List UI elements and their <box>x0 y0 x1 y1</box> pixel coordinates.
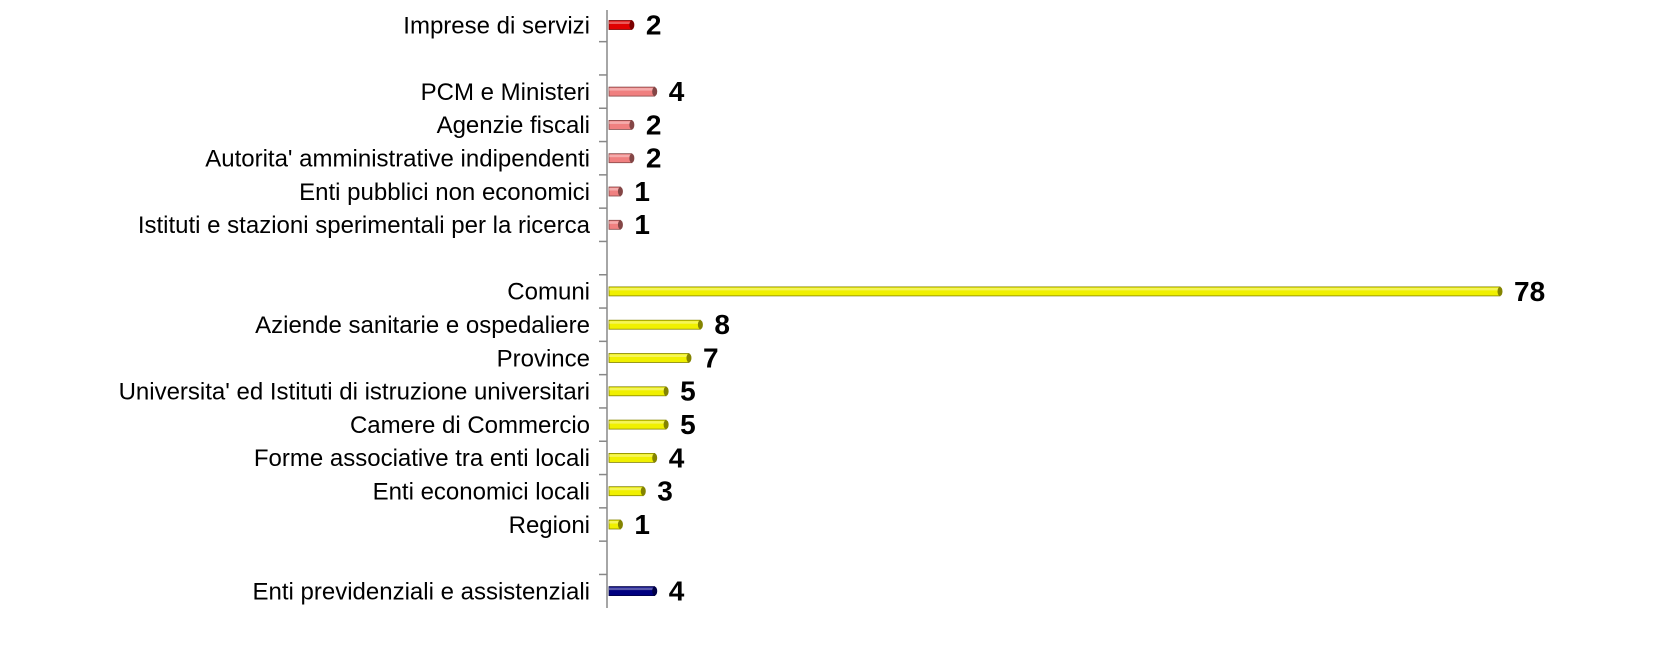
value-label: 4 <box>669 575 685 606</box>
value-label: 1 <box>634 509 650 540</box>
bar-cap <box>629 120 635 130</box>
bar-highlight <box>609 88 655 91</box>
category-label: Enti economici locali <box>373 479 590 506</box>
bar-highlight <box>609 521 621 524</box>
category-label: Istituti e stazioni sperimentali per la … <box>138 212 591 239</box>
bar-highlight <box>609 587 655 591</box>
value-label: 3 <box>657 476 673 507</box>
bar-cap <box>663 386 669 396</box>
category-label: Forme associative tra enti locali <box>254 445 590 472</box>
value-label: 5 <box>680 376 696 407</box>
value-label: 4 <box>669 76 685 107</box>
bar-highlight <box>609 121 632 124</box>
value-label: 1 <box>634 209 650 240</box>
bar-cap <box>1497 286 1503 296</box>
category-label: Aziende sanitarie e ospedaliere <box>255 312 590 339</box>
category-label: Universita' ed Istituti di istruzione un… <box>119 379 590 406</box>
bar-highlight <box>609 321 701 324</box>
category-label: Enti pubblici non economici <box>299 179 590 206</box>
bar-highlight <box>609 188 621 191</box>
bar-highlight <box>609 21 632 24</box>
value-label: 4 <box>669 442 685 473</box>
bar-cap <box>629 153 635 163</box>
bar-highlight <box>609 287 1500 291</box>
bar-cap <box>617 187 623 196</box>
bar-cap <box>617 220 623 230</box>
bar-highlight <box>609 421 667 424</box>
bar-cap <box>629 20 635 30</box>
category-label: Enti previdenziali e assistenziali <box>253 578 591 605</box>
value-label: 2 <box>646 109 662 140</box>
category-label: Regioni <box>509 512 590 539</box>
bar-cap <box>617 520 623 529</box>
bar-cap <box>652 453 658 463</box>
bar-highlight <box>609 154 632 158</box>
bar-highlight <box>609 454 655 457</box>
value-label: 2 <box>646 9 662 40</box>
category-label: Comuni <box>507 279 590 306</box>
value-label: 5 <box>680 409 696 440</box>
category-label: Agenzie fiscali <box>437 112 590 139</box>
bar-highlight <box>609 387 667 391</box>
bar-cap <box>640 486 646 496</box>
category-label: PCM e Ministeri <box>421 79 590 106</box>
bar-cap <box>652 586 658 596</box>
category-label: Imprese di servizi <box>403 12 590 39</box>
bar-highlight <box>609 221 621 224</box>
value-label: 1 <box>634 176 650 207</box>
bar-cap <box>697 320 703 330</box>
bar-highlight <box>609 487 644 491</box>
value-label: 7 <box>703 342 719 373</box>
category-label: Province <box>497 345 590 372</box>
value-label: 8 <box>714 309 730 340</box>
bar-cap <box>686 353 692 363</box>
value-label: 2 <box>646 143 662 174</box>
bar-cap <box>652 87 658 97</box>
bar-cap <box>663 420 669 430</box>
value-label: 78 <box>1514 276 1545 307</box>
category-label: Camere di Commercio <box>350 412 590 439</box>
category-label: Autorita' amministrative indipendenti <box>205 146 590 173</box>
bar-highlight <box>609 354 689 357</box>
